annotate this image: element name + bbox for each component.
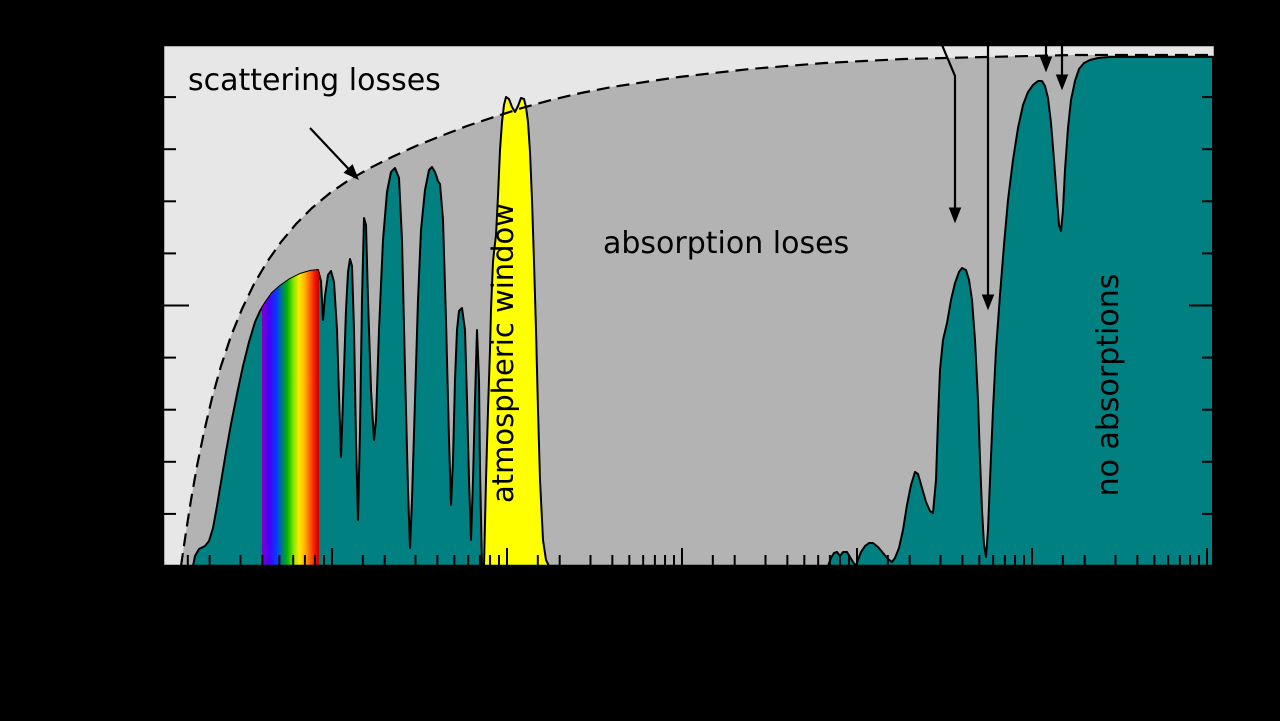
arrow-head	[1055, 74, 1069, 91]
atmospheric-window-label: atmospheric window	[486, 203, 520, 503]
annotation-arrow-4	[1055, 45, 1069, 91]
arrow-head	[343, 164, 359, 180]
absorption-loses-label: absorption loses	[603, 226, 849, 261]
plot-frame	[161, 43, 1217, 568]
transmission-area	[192, 56, 1214, 567]
atmospheric-window-area	[483, 96, 550, 567]
annotation-arrow-3	[1039, 45, 1053, 73]
scattering-pointer-arrow	[309, 127, 359, 180]
arrow-shaft	[940, 44, 957, 208]
axis-ticks	[163, 96, 1215, 566]
arrow-head	[948, 207, 962, 224]
annotation-arrow-2	[981, 45, 995, 311]
scattering-losses-label: scattering losses	[188, 63, 441, 98]
no-absorptions-label: no absorptions	[1091, 274, 1126, 497]
arrow-shaft	[309, 127, 350, 170]
scattering-envelope-dashed-line	[179, 53, 1213, 567]
arrow-head	[1039, 56, 1053, 73]
arrow-head	[981, 294, 995, 311]
annotation-arrow-1	[940, 44, 962, 224]
